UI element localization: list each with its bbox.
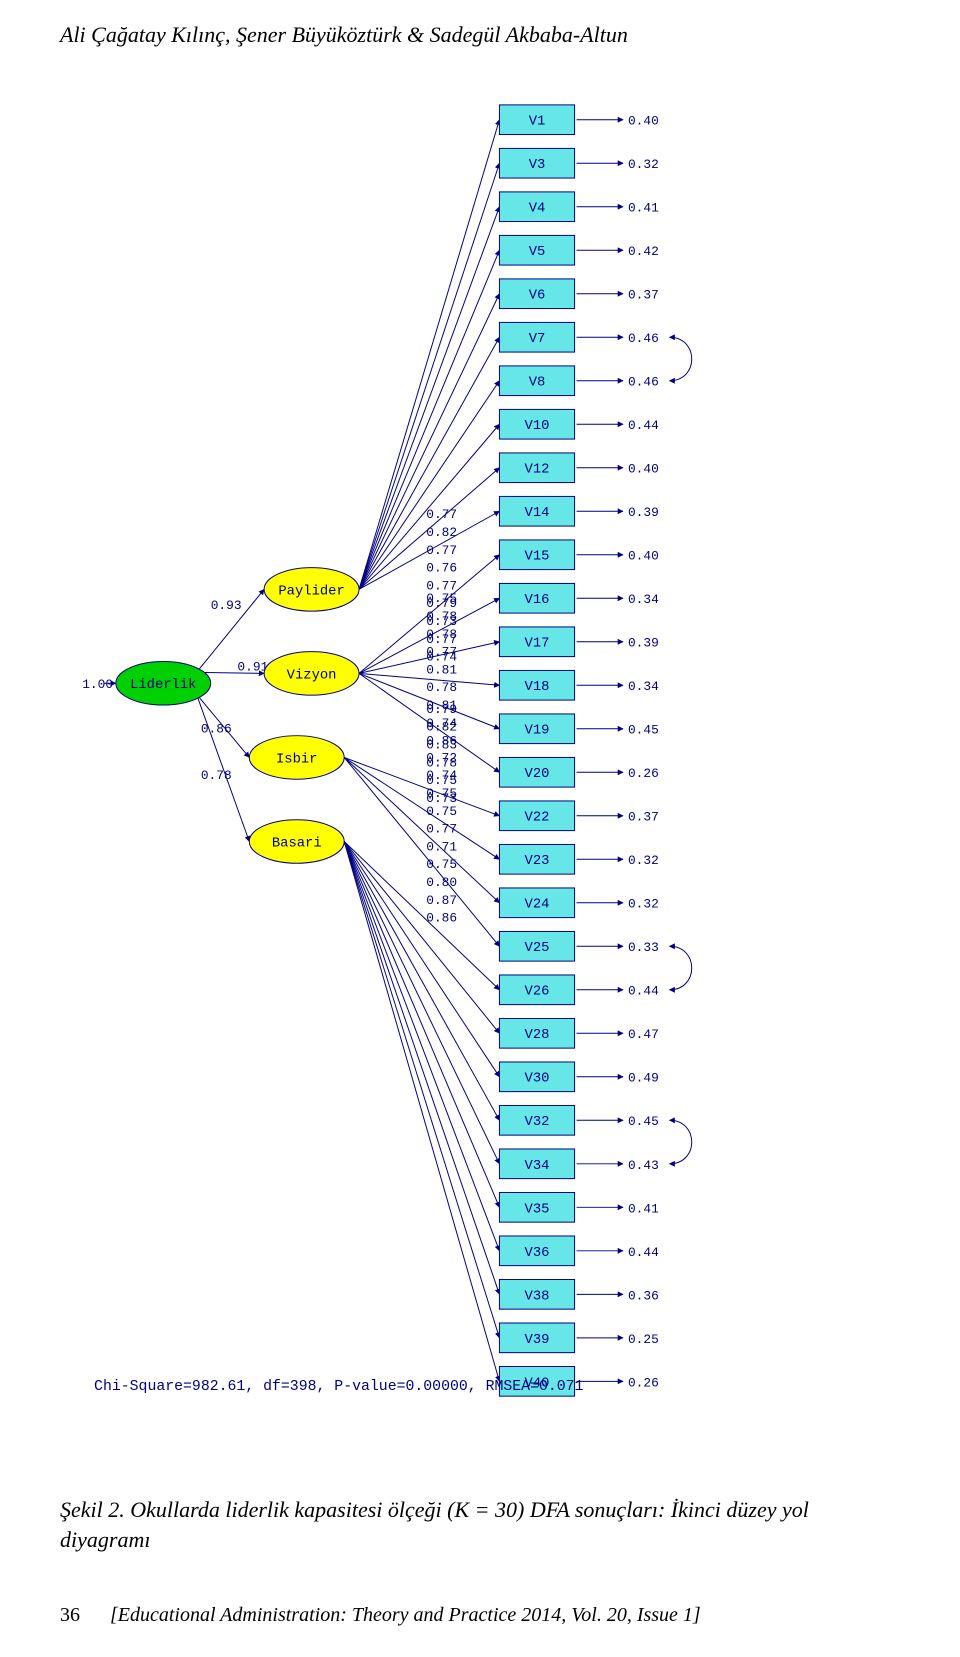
svg-text:0.45: 0.45 — [628, 723, 659, 738]
svg-text:0.45: 0.45 — [628, 1114, 659, 1129]
svg-text:0.39: 0.39 — [628, 636, 659, 651]
svg-text:0.72: 0.72 — [426, 750, 457, 765]
page: Ali Çağatay Kılınç, Şener Büyüköztürk & … — [0, 0, 960, 1657]
svg-text:0.75: 0.75 — [426, 804, 457, 819]
figure-caption: Şekil 2. Okullarda liderlik kapasitesi ö… — [60, 1495, 860, 1554]
svg-text:0.42: 0.42 — [628, 244, 659, 259]
svg-text:0.82: 0.82 — [426, 720, 457, 735]
svg-text:0.39: 0.39 — [628, 505, 659, 520]
svg-text:Vizyon: Vizyon — [287, 667, 337, 683]
svg-text:0.34: 0.34 — [628, 679, 659, 694]
svg-text:0.40: 0.40 — [628, 549, 659, 564]
svg-text:V5: V5 — [529, 244, 546, 260]
svg-text:0.47: 0.47 — [628, 1027, 659, 1042]
svg-text:V14: V14 — [525, 505, 550, 521]
svg-text:0.40: 0.40 — [628, 462, 659, 477]
svg-text:0.26: 0.26 — [628, 766, 659, 781]
svg-text:0.86: 0.86 — [201, 722, 232, 737]
svg-text:V23: V23 — [525, 853, 550, 869]
svg-text:0.46: 0.46 — [628, 375, 659, 390]
svg-text:0.77: 0.77 — [426, 645, 457, 660]
svg-text:Liderlik: Liderlik — [130, 677, 196, 693]
svg-text:0.40: 0.40 — [628, 114, 659, 129]
svg-text:0.75: 0.75 — [426, 591, 457, 606]
svg-text:V12: V12 — [525, 462, 550, 478]
svg-text:0.93: 0.93 — [211, 598, 242, 613]
svg-text:0.78: 0.78 — [426, 627, 457, 642]
svg-text:V22: V22 — [525, 810, 550, 826]
svg-text:V17: V17 — [525, 636, 550, 652]
svg-text:0.78: 0.78 — [426, 680, 457, 695]
svg-text:V36: V36 — [525, 1245, 550, 1261]
svg-text:0.44: 0.44 — [628, 1245, 659, 1260]
svg-text:V24: V24 — [525, 897, 550, 913]
svg-text:Isbir: Isbir — [276, 751, 318, 767]
svg-text:V8: V8 — [529, 375, 546, 391]
svg-text:V30: V30 — [525, 1071, 550, 1087]
svg-text:0.80: 0.80 — [426, 875, 457, 890]
svg-text:0.75: 0.75 — [426, 786, 457, 801]
svg-text:0.41: 0.41 — [628, 201, 659, 216]
svg-text:V16: V16 — [525, 592, 550, 608]
svg-text:0.41: 0.41 — [628, 1201, 659, 1216]
svg-text:Basari: Basari — [272, 835, 322, 851]
svg-text:0.43: 0.43 — [628, 1158, 659, 1173]
svg-text:V20: V20 — [525, 766, 550, 782]
svg-text:0.77: 0.77 — [426, 822, 457, 837]
svg-text:V18: V18 — [525, 679, 550, 695]
svg-text:V15: V15 — [525, 549, 550, 565]
svg-text:V39: V39 — [525, 1332, 550, 1348]
journal-reference: [Educational Administration: Theory and … — [110, 1604, 701, 1626]
svg-text:V25: V25 — [525, 940, 550, 956]
svg-text:V10: V10 — [525, 418, 550, 434]
svg-text:0.33: 0.33 — [628, 940, 659, 955]
svg-text:V19: V19 — [525, 723, 550, 739]
svg-text:0.44: 0.44 — [628, 418, 659, 433]
svg-text:0.36: 0.36 — [628, 1288, 659, 1303]
svg-text:V32: V32 — [525, 1114, 550, 1130]
svg-text:0.32: 0.32 — [628, 897, 659, 912]
svg-text:0.75: 0.75 — [426, 857, 457, 872]
svg-text:0.49: 0.49 — [628, 1071, 659, 1086]
page-header-authors: Ali Çağatay Kılınç, Şener Büyüköztürk & … — [60, 22, 628, 48]
page-footer: 36 [Educational Administration: Theory a… — [60, 1604, 701, 1627]
svg-text:0.87: 0.87 — [426, 893, 457, 908]
svg-text:V35: V35 — [525, 1201, 550, 1217]
svg-text:0.37: 0.37 — [628, 288, 659, 303]
svg-text:0.37: 0.37 — [628, 810, 659, 825]
svg-text:0.76: 0.76 — [426, 561, 457, 576]
svg-text:0.77: 0.77 — [426, 543, 457, 558]
svg-text:0.77: 0.77 — [426, 507, 457, 522]
svg-text:0.78: 0.78 — [426, 609, 457, 624]
svg-text:0.71: 0.71 — [426, 839, 457, 854]
svg-text:V34: V34 — [525, 1158, 550, 1174]
svg-text:V26: V26 — [525, 984, 550, 1000]
svg-text:V28: V28 — [525, 1027, 550, 1043]
svg-text:V38: V38 — [525, 1288, 550, 1304]
svg-text:Chi-Square=982.61, df=398, P-v: Chi-Square=982.61, df=398, P-value=0.000… — [94, 1379, 584, 1395]
svg-text:0.26: 0.26 — [628, 1375, 659, 1390]
svg-text:V7: V7 — [529, 331, 546, 347]
svg-text:0.34: 0.34 — [628, 592, 659, 607]
svg-text:0.44: 0.44 — [628, 984, 659, 999]
svg-text:V1: V1 — [529, 114, 546, 130]
sem-path-diagram: 0.770.820.770.760.770.790.730.770.740.75… — [80, 95, 820, 1410]
svg-text:0.25: 0.25 — [628, 1332, 659, 1347]
svg-text:V3: V3 — [529, 157, 546, 173]
svg-text:0.86: 0.86 — [426, 911, 457, 926]
svg-text:0.74: 0.74 — [426, 768, 457, 783]
svg-text:0.46: 0.46 — [628, 331, 659, 346]
svg-text:0.32: 0.32 — [628, 157, 659, 172]
svg-text:0.78: 0.78 — [201, 768, 232, 783]
svg-text:Paylider: Paylider — [278, 583, 344, 599]
page-number: 36 — [60, 1604, 80, 1626]
svg-text:0.32: 0.32 — [628, 853, 659, 868]
svg-text:0.82: 0.82 — [426, 525, 457, 540]
svg-text:V6: V6 — [529, 288, 546, 304]
svg-text:V4: V4 — [529, 201, 546, 217]
svg-text:0.79: 0.79 — [426, 702, 457, 717]
svg-text:1.00: 1.00 — [82, 677, 113, 692]
svg-text:0.81: 0.81 — [426, 662, 457, 677]
